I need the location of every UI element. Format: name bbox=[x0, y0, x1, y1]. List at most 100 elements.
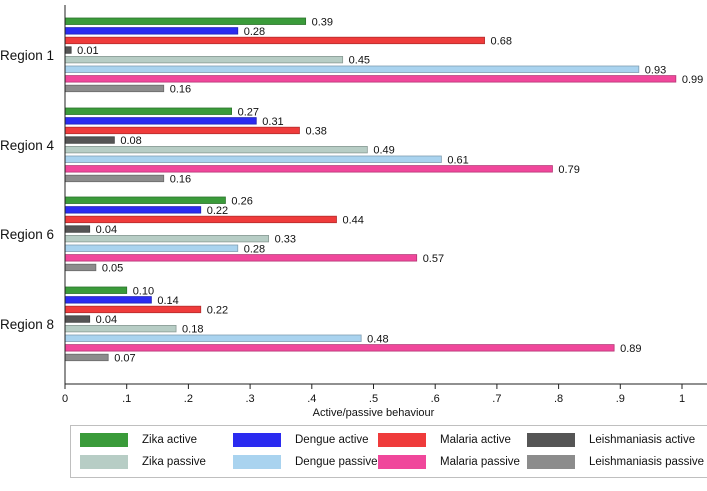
legend-swatch bbox=[80, 433, 128, 447]
legend-label: Malaria active bbox=[440, 434, 511, 446]
bar-zika-passive-region-1 bbox=[64, 56, 344, 64]
data-label: 0.10 bbox=[133, 285, 154, 297]
data-label: 0.28 bbox=[244, 243, 265, 255]
data-label: 0.93 bbox=[645, 64, 666, 76]
bar-malaria-passive-region-4 bbox=[64, 165, 553, 173]
data-label: 0.89 bbox=[620, 343, 641, 355]
legend-item: Malaria active bbox=[378, 433, 511, 447]
data-label: 0.07 bbox=[114, 352, 135, 364]
data-label: 0.18 bbox=[182, 324, 203, 336]
x-tick-label: 0 bbox=[62, 393, 68, 405]
legend-swatch bbox=[527, 455, 575, 469]
legend-swatch bbox=[527, 433, 575, 447]
data-label: 0.16 bbox=[170, 83, 191, 95]
category-label: Region 6 bbox=[0, 227, 54, 242]
data-label: 0.05 bbox=[102, 262, 123, 274]
bar-leishmaniasis-passive-region-1 bbox=[64, 84, 165, 93]
bar-dengue-passive-region-4 bbox=[64, 155, 442, 163]
x-tick-label: .7 bbox=[492, 393, 501, 405]
legend-item: Malaria passive bbox=[378, 455, 520, 469]
legend-label: Leishmaniasis passive bbox=[589, 456, 705, 468]
legend-label: Zika active bbox=[142, 434, 197, 446]
bar-malaria-active-region-6 bbox=[64, 215, 337, 224]
bar-dengue-active-region-4 bbox=[64, 117, 257, 125]
bar-leishmaniasis-active-region-1 bbox=[64, 46, 72, 54]
data-label: 0.61 bbox=[447, 154, 468, 166]
legend-swatch bbox=[233, 455, 281, 469]
bar-leishmaniasis-passive-region-4 bbox=[64, 174, 165, 183]
x-tick-label: .3 bbox=[246, 393, 255, 405]
bar-malaria-active-region-8 bbox=[64, 305, 202, 314]
data-label: 0.39 bbox=[312, 16, 333, 28]
x-tick-label: .4 bbox=[307, 393, 316, 405]
bar-zika-passive-region-8 bbox=[64, 324, 177, 333]
legend-label: Dengue active bbox=[295, 434, 369, 446]
data-label: 0.27 bbox=[238, 106, 259, 118]
bar-dengue-passive-region-1 bbox=[64, 65, 640, 73]
bar-zika-active-region-8 bbox=[64, 286, 128, 294]
bar-malaria-active-region-4 bbox=[64, 126, 300, 135]
legend-label: Zika passive bbox=[142, 456, 206, 468]
bar-leishmaniasis-passive-region-6 bbox=[64, 263, 97, 272]
data-label: 0.04 bbox=[96, 314, 117, 326]
bar-dengue-active-region-8 bbox=[64, 296, 152, 304]
legend-item: Zika passive bbox=[80, 455, 206, 469]
bar-zika-active-region-6 bbox=[64, 196, 226, 204]
category-label: Region 1 bbox=[0, 48, 54, 63]
category-label: Region 8 bbox=[0, 317, 54, 332]
data-label: 0.16 bbox=[170, 173, 191, 185]
bar-dengue-active-region-6 bbox=[64, 206, 202, 214]
bar-dengue-passive-region-6 bbox=[64, 244, 239, 252]
bar-zika-active-region-1 bbox=[64, 17, 307, 25]
x-tick-label: .5 bbox=[369, 393, 378, 405]
x-tick-label: .6 bbox=[431, 393, 440, 405]
legend-label: Malaria passive bbox=[440, 456, 520, 468]
legend-swatch bbox=[378, 433, 426, 447]
data-label: 0.22 bbox=[207, 205, 228, 217]
data-label: 0.45 bbox=[349, 55, 370, 67]
bar-malaria-passive-region-8 bbox=[64, 344, 615, 352]
bar-malaria-active-region-1 bbox=[64, 36, 485, 45]
x-tick-label: 1 bbox=[679, 393, 685, 405]
bar-leishmaniasis-active-region-6 bbox=[64, 225, 91, 233]
data-label: 0.57 bbox=[423, 253, 444, 265]
bar-zika-active-region-4 bbox=[64, 107, 232, 115]
legend-item: Zika active bbox=[80, 433, 197, 447]
legend-item: Leishmaniasis active bbox=[527, 433, 695, 447]
data-label: 0.38 bbox=[305, 125, 326, 137]
data-label: 0.28 bbox=[244, 26, 265, 38]
data-label: 0.48 bbox=[367, 333, 388, 345]
legend-item: Dengue passive bbox=[233, 455, 377, 469]
data-label: 0.08 bbox=[120, 135, 141, 147]
x-tick-label: .8 bbox=[554, 393, 563, 405]
bar-malaria-passive-region-6 bbox=[64, 254, 418, 262]
legend-swatch bbox=[378, 455, 426, 469]
data-label: 0.49 bbox=[373, 145, 394, 157]
bar-dengue-active-region-1 bbox=[64, 27, 239, 35]
legend-label: Leishmaniasis active bbox=[589, 434, 696, 446]
legend-swatch bbox=[233, 433, 281, 447]
legend: Zika active Dengue active Malaria active Le… bbox=[70, 425, 707, 478]
data-label: 0.99 bbox=[682, 74, 703, 86]
bar-dengue-passive-region-8 bbox=[64, 334, 362, 342]
category-label: Region 4 bbox=[0, 138, 55, 153]
x-axis-title: Active/passive behaviour bbox=[313, 407, 435, 419]
bar-leishmaniasis-active-region-8 bbox=[64, 315, 91, 323]
legend-item: Leishmaniasis passive bbox=[527, 455, 704, 469]
data-label: 0.22 bbox=[207, 304, 228, 316]
x-tick-label: .9 bbox=[616, 393, 625, 405]
data-label: 0.04 bbox=[96, 224, 117, 236]
data-label: 0.26 bbox=[231, 195, 252, 207]
bar-leishmaniasis-passive-region-8 bbox=[64, 353, 109, 362]
data-label: 0.31 bbox=[262, 116, 283, 128]
data-label: 0.68 bbox=[491, 35, 512, 47]
bar-malaria-passive-region-1 bbox=[64, 75, 677, 83]
bar-zika-passive-region-6 bbox=[64, 234, 270, 243]
x-tick-label: .1 bbox=[122, 393, 131, 405]
bar-zika-passive-region-4 bbox=[64, 145, 368, 154]
data-label: 0.33 bbox=[275, 234, 296, 246]
x-tick-label: .2 bbox=[184, 393, 193, 405]
legend-swatch bbox=[80, 455, 128, 469]
data-label: 0.79 bbox=[558, 164, 579, 176]
bar-chart: 0.390.270.260.100.280.310.220.140.680.38… bbox=[0, 5, 707, 419]
